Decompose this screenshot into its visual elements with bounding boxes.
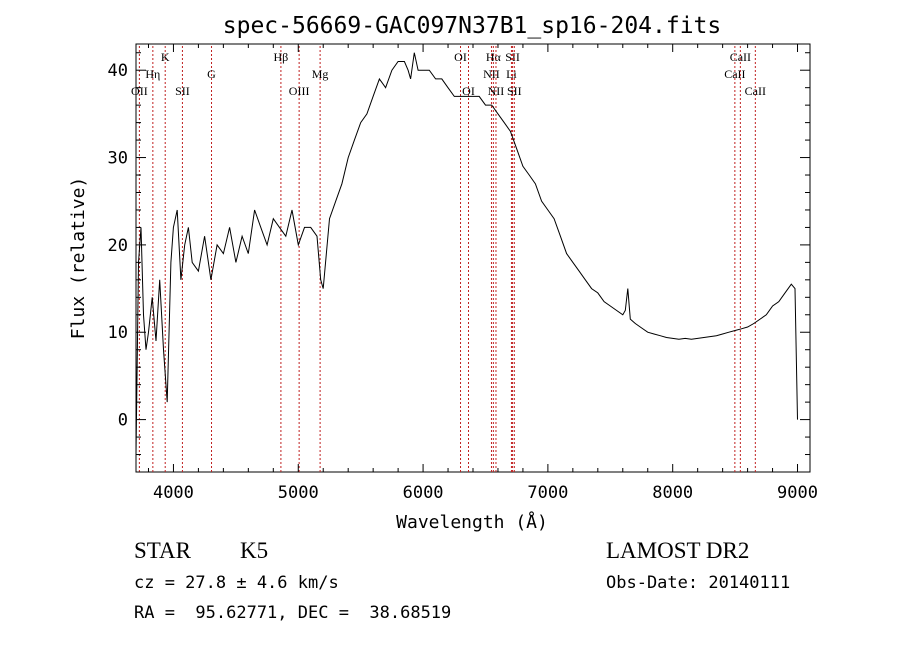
y-tick-label: 10: [108, 323, 128, 343]
line-marker-label: SII: [505, 50, 520, 64]
line-marker-label: OII: [131, 84, 148, 98]
x-tick-label: 4000: [153, 483, 194, 503]
observation-date: Obs-Date: 20140111: [606, 573, 791, 593]
line-marker-label: Hβ: [274, 50, 289, 64]
line-marker-label: NII: [483, 67, 500, 81]
axis-ticks: 4000 5000 6000 7000 8000 9000 0 10 20 30 40: [108, 44, 818, 503]
line-marker-label: CaII: [730, 50, 751, 64]
y-tick-label: 30: [108, 149, 128, 169]
coordinates-readout: RA = 95.62771, DEC = 38.68519: [134, 603, 452, 623]
x-tick-label: 6000: [403, 483, 444, 503]
chart-title: spec-56669-GAC097N37B1_sp16-204.fits: [223, 13, 722, 39]
x-tick-label: 8000: [652, 483, 693, 503]
line-marker-label: OI: [454, 50, 467, 64]
line-marker-label: SII: [507, 84, 522, 98]
line-marker-label: SII: [175, 84, 190, 98]
y-tick-label: 0: [118, 411, 128, 431]
emission-line-markers: OIIHηKSIIGHβOIIIMgOIOIHαNIINIISIILiSIICa…: [131, 46, 766, 472]
line-marker-label: OI: [462, 84, 475, 98]
spectrum-chart: spec-56669-GAC097N37B1_sp16-204.fits OII…: [68, 13, 818, 533]
line-marker-label: Hα: [486, 50, 502, 64]
x-tick-label: 9000: [777, 483, 818, 503]
line-marker-label: K: [161, 50, 170, 64]
y-axis-label: Flux (relative): [68, 177, 89, 340]
survey-label: LAMOST DR2: [606, 538, 750, 563]
spectrum-series-line: [135, 52, 798, 455]
line-marker-label: Mg: [312, 67, 329, 81]
line-marker-label: CaII: [724, 67, 745, 81]
x-axis-label: Wavelength (Å): [396, 511, 548, 533]
redshift-readout: cz = 27.8 ± 4.6 km/s: [134, 573, 339, 593]
x-tick-label: 5000: [278, 483, 319, 503]
object-subclass: K5: [240, 538, 269, 563]
line-marker-label: Li: [506, 67, 517, 81]
object-class: STAR: [134, 538, 191, 563]
line-marker-label: OIII: [289, 84, 310, 98]
line-marker-label: Hη: [145, 67, 160, 81]
line-marker-label: G: [207, 67, 216, 81]
line-marker-label: NII: [488, 84, 505, 98]
y-tick-label: 40: [108, 61, 128, 81]
y-tick-label: 20: [108, 236, 128, 256]
x-tick-label: 7000: [527, 483, 568, 503]
line-marker-label: CaII: [745, 84, 766, 98]
